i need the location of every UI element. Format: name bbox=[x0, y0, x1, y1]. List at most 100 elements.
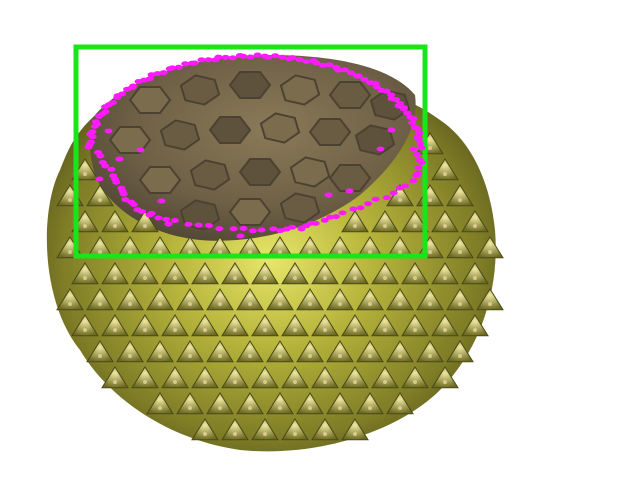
cut-face-cell bbox=[328, 164, 372, 192]
spike-tip bbox=[368, 354, 372, 358]
durian-spike bbox=[326, 392, 354, 415]
spike-tip bbox=[188, 250, 192, 254]
spike-tip bbox=[248, 354, 252, 358]
contour-point bbox=[413, 126, 422, 132]
contour-point bbox=[87, 139, 95, 145]
spike-tip bbox=[188, 354, 192, 358]
contour-point bbox=[236, 233, 245, 239]
spike-tip bbox=[113, 276, 117, 280]
spike-tip bbox=[173, 276, 177, 280]
spike-tip bbox=[398, 198, 402, 202]
durian-spike bbox=[311, 366, 339, 389]
spike-tip bbox=[413, 224, 417, 228]
durian-spike bbox=[431, 366, 459, 389]
contour-point bbox=[360, 76, 369, 82]
durian-spike bbox=[416, 340, 444, 363]
durian-spike bbox=[296, 288, 324, 311]
cut-face-cell bbox=[189, 159, 231, 191]
spike-tip bbox=[413, 328, 417, 332]
spike-tip bbox=[293, 328, 297, 332]
contour-point bbox=[382, 88, 391, 94]
contour-point bbox=[409, 116, 418, 122]
spike-tip bbox=[98, 250, 102, 254]
durian-spike bbox=[71, 262, 99, 285]
contour-point bbox=[170, 218, 179, 223]
contour-point bbox=[332, 214, 341, 220]
spike-tip bbox=[473, 224, 477, 228]
spike-tip bbox=[428, 198, 432, 202]
contour-point bbox=[246, 54, 255, 60]
cut-face-cell bbox=[279, 74, 321, 106]
spike-tip bbox=[158, 354, 162, 358]
contour-point bbox=[318, 62, 327, 68]
cut-face-cell bbox=[128, 86, 172, 114]
contour-point bbox=[159, 70, 168, 76]
durian-spike bbox=[401, 262, 429, 285]
spike-tip bbox=[338, 250, 342, 254]
durian-spike bbox=[461, 314, 489, 337]
durian-spike bbox=[101, 262, 129, 285]
spike-tip bbox=[443, 380, 447, 384]
spike-tip bbox=[83, 276, 87, 280]
cut-face-cell bbox=[159, 119, 201, 151]
contour-point bbox=[118, 91, 127, 97]
spike-tip bbox=[128, 250, 132, 254]
spike-tip bbox=[68, 302, 72, 306]
contour-point bbox=[354, 73, 363, 79]
contour-point bbox=[394, 103, 403, 109]
spike-tip bbox=[443, 224, 447, 228]
durian-spike bbox=[236, 288, 264, 311]
spike-tip bbox=[173, 328, 177, 332]
spike-tip bbox=[353, 328, 357, 332]
contour-point bbox=[346, 70, 355, 76]
durian-spike bbox=[461, 262, 489, 285]
durian-spike bbox=[401, 314, 429, 337]
durian-spike bbox=[356, 288, 384, 311]
contour-point bbox=[417, 145, 426, 151]
contour-point bbox=[269, 226, 278, 232]
spike-tip bbox=[488, 250, 492, 254]
contour-point bbox=[117, 185, 126, 191]
spike-tip bbox=[263, 380, 267, 384]
spike-tip bbox=[233, 276, 237, 280]
spike-tip bbox=[368, 406, 372, 410]
spike-tip bbox=[143, 380, 147, 384]
cut-face-cell bbox=[289, 156, 331, 188]
spike-tip bbox=[323, 328, 327, 332]
spike-tip bbox=[83, 224, 87, 228]
contour-point bbox=[408, 120, 417, 126]
durian-spike bbox=[236, 340, 264, 363]
contour-point bbox=[221, 54, 230, 60]
spike-tip bbox=[413, 276, 417, 280]
contour-point bbox=[104, 128, 113, 134]
spike-tip bbox=[158, 302, 162, 306]
contour-point bbox=[109, 173, 118, 179]
spike-tip bbox=[338, 354, 342, 358]
durian-spike bbox=[296, 392, 324, 415]
contour-point bbox=[157, 198, 166, 204]
durian-spike bbox=[131, 366, 159, 389]
cut-face-cell bbox=[179, 74, 221, 106]
contour-point bbox=[395, 185, 404, 191]
contour-point bbox=[387, 92, 396, 98]
durian-spike bbox=[446, 288, 474, 311]
contour-point bbox=[324, 192, 333, 198]
spike-tip bbox=[278, 354, 282, 358]
durian-spike bbox=[71, 314, 99, 337]
contour-point bbox=[271, 53, 280, 59]
contour-point bbox=[162, 216, 171, 222]
contour-point bbox=[253, 52, 262, 58]
durian-spike bbox=[116, 340, 144, 363]
spike-tip bbox=[353, 432, 357, 436]
contour-point bbox=[276, 228, 285, 234]
durian-spike bbox=[341, 366, 369, 389]
durian-spike bbox=[176, 340, 204, 363]
spike-tip bbox=[218, 302, 222, 306]
spike-tip bbox=[188, 406, 192, 410]
spike-tip bbox=[113, 380, 117, 384]
spike-tip bbox=[128, 354, 132, 358]
spike-tip bbox=[458, 250, 462, 254]
durian-spike bbox=[356, 340, 384, 363]
spike-tip bbox=[308, 302, 312, 306]
durian-spike bbox=[131, 314, 159, 337]
